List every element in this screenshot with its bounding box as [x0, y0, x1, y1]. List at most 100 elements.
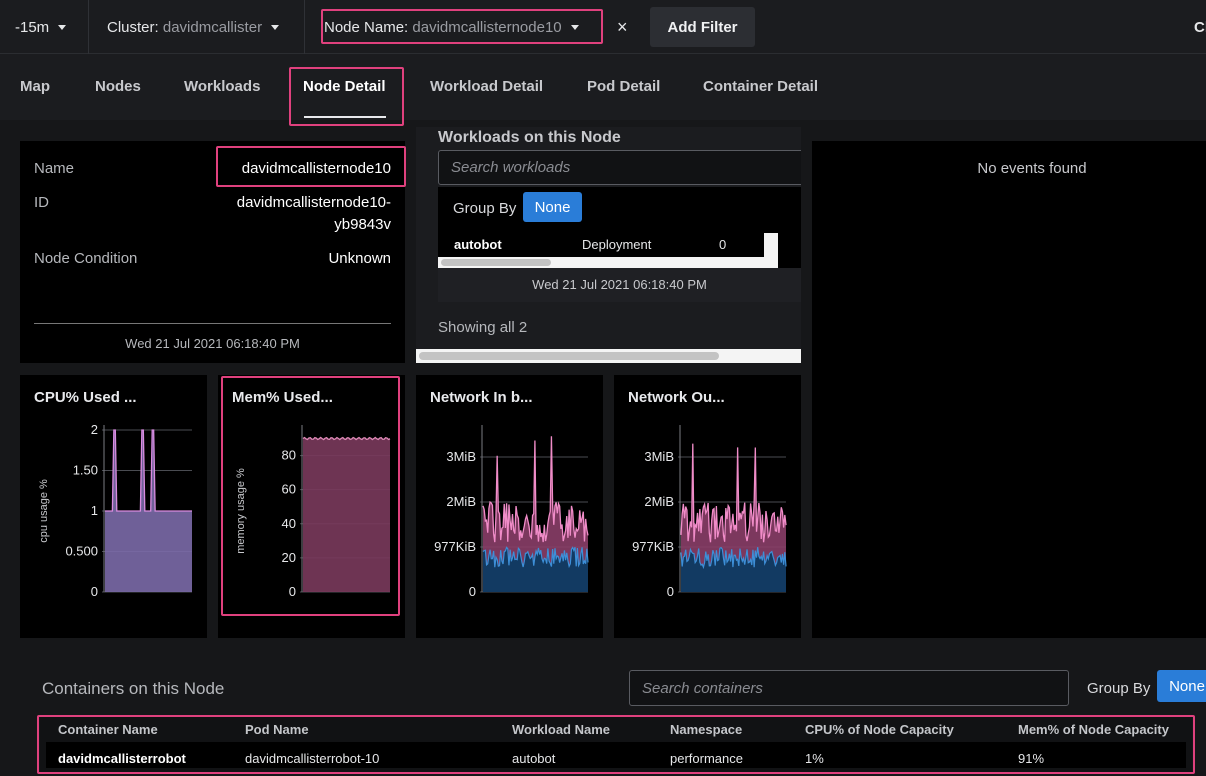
col-pod-name[interactable]: Pod Name — [245, 722, 309, 737]
tab-workloads[interactable]: Workloads — [184, 78, 261, 95]
truncated-header-text: Cl — [1194, 18, 1206, 36]
id-key: ID — [34, 194, 49, 211]
chevron-down-icon — [570, 24, 579, 30]
tick-label: 0 — [667, 584, 674, 599]
tab-workload-detail[interactable]: Workload Detail — [430, 78, 544, 95]
workloads-footer: Wed 21 Jul 2021 06:18:40 PM — [438, 268, 801, 302]
col-container-name[interactable]: Container Name — [58, 722, 158, 737]
y-axis-label: cpu usage % — [38, 479, 50, 543]
series-area — [681, 443, 786, 592]
containers-group-by-button[interactable]: None — [1157, 670, 1206, 702]
series2-line — [482, 546, 589, 569]
chart-svg: 80 60 40 20 0 memory usage % — [235, 425, 391, 599]
group-by-none-button[interactable]: None — [523, 192, 582, 222]
tick-label: 2 — [91, 422, 98, 437]
clear-filter-button[interactable]: × — [617, 16, 628, 37]
tick-label: 1 — [91, 503, 98, 518]
tick-label: 60 — [282, 482, 296, 497]
table-row[interactable]: davidmcallisterrobot davidmcallisterrobo… — [46, 742, 1186, 768]
series-line — [482, 436, 589, 543]
chevron-down-icon — [58, 24, 67, 30]
series-line — [105, 429, 192, 512]
panel-scrollbar-thumb[interactable] — [419, 352, 719, 360]
tick-label: 1.50 — [73, 463, 98, 478]
cpu-capacity-cell: 1% — [805, 751, 824, 766]
workloads-title: Workloads on this Node — [438, 129, 621, 146]
events-panel: No events found — [812, 141, 1206, 638]
cluster-filter-value: davidmcallister — [162, 18, 263, 36]
scrollbar-thumb[interactable] — [441, 259, 551, 266]
add-filter-button[interactable]: Add Filter — [650, 7, 755, 47]
tick-label: 40 — [282, 516, 296, 531]
containers-group-by-label: Group By — [1087, 680, 1151, 697]
tab-map[interactable]: Map — [20, 78, 50, 95]
network-out-chart: Network Ou... 3MiB 2MiB 977KiB 0 — [614, 375, 801, 638]
tab-node-detail[interactable]: Node Detail — [303, 78, 386, 95]
tab-bar: Map Nodes Workloads Node Detail Workload… — [0, 54, 1206, 120]
series2-area — [483, 547, 588, 592]
memory-usage-chart: Mem% Used... 80 60 40 20 0 memory usage % — [218, 375, 405, 638]
tick-label: 20 — [282, 550, 296, 565]
cluster-filter[interactable]: Cluster: davidmcallister — [107, 0, 280, 54]
tick-label: 0 — [469, 584, 476, 599]
tab-container-detail[interactable]: Container Detail — [703, 78, 819, 95]
containers-table: Container Name Pod Name Workload Name Na… — [40, 716, 1192, 772]
workload-name-cell: autobot — [512, 751, 556, 766]
horizontal-scrollbar[interactable] — [438, 257, 778, 268]
time-range-value: -15m — [15, 18, 50, 36]
vertical-scrollbar[interactable] — [764, 233, 778, 268]
tick-label: 3MiB — [644, 449, 674, 464]
pod-name-cell: davidmcallisterrobot-10 — [245, 751, 380, 766]
search-workloads-input[interactable]: Search workloads — [438, 150, 801, 185]
col-cpu-capacity[interactable]: CPU% of Node Capacity — [805, 722, 954, 737]
col-mem-capacity[interactable]: Mem% of Node Capacity — [1018, 722, 1169, 737]
col-workload-name[interactable]: Workload Name — [512, 722, 611, 737]
y-axis-label: memory usage % — [235, 468, 247, 554]
active-tab-underline — [304, 116, 386, 118]
containers-title: Containers on this Node — [42, 679, 225, 698]
tick-label: 0 — [289, 584, 296, 599]
search-containers-input[interactable]: Search containers — [629, 670, 1069, 706]
chart-title: Network In b... — [430, 389, 533, 406]
chart-title: Network Ou... — [628, 389, 725, 406]
node-name-filter[interactable]: Node Name: davidmcallisternode10 — [324, 0, 579, 54]
workloads-table-area: Group By None autobot Deployment 0 Wed 2… — [438, 187, 801, 302]
divider — [34, 323, 391, 324]
container-name-cell: davidmcallisterrobot — [58, 751, 186, 766]
chart-svg: 3MiB 2MiB 977KiB 0 — [632, 425, 787, 599]
id-value-line2: yb9843v — [334, 216, 391, 233]
series-line — [302, 436, 391, 441]
chart-svg: 3MiB 2MiB 977KiB 0 — [434, 425, 589, 599]
node-filter-label: Node Name: — [324, 18, 409, 36]
tick-label: 3MiB — [446, 449, 476, 464]
time-range-dropdown[interactable]: -15m — [15, 0, 67, 54]
tick-label: 0 — [91, 584, 98, 599]
node-condition-value: Unknown — [328, 250, 391, 267]
showing-count: Showing all 2 — [438, 319, 528, 336]
tab-pod-detail[interactable]: Pod Detail — [587, 78, 661, 95]
node-condition-key: Node Condition — [34, 250, 138, 267]
cluster-filter-label: Cluster: — [107, 18, 159, 36]
tick-label: 80 — [282, 448, 296, 463]
name-value: davidmcallisternode10 — [241, 160, 391, 177]
no-events-text: No events found — [977, 160, 1087, 177]
namespace-cell: performance — [670, 751, 743, 766]
workloads-timestamp: Wed 21 Jul 2021 06:18:40 PM — [532, 277, 707, 292]
mem-capacity-cell: 91% — [1018, 751, 1045, 766]
col-namespace[interactable]: Namespace — [670, 722, 743, 737]
node-filter-value: davidmcallisternode10 — [412, 18, 562, 36]
series2-line — [680, 546, 787, 570]
node-info-panel: Name davidmcallisternode10 ID davidmcall… — [20, 141, 405, 363]
workload-name: autobot — [454, 237, 502, 252]
tick-label: 0.500 — [65, 544, 98, 559]
name-key: Name — [34, 160, 75, 177]
workloads-panel: Workloads on this Node Search workloads … — [416, 127, 801, 363]
chart-title: CPU% Used ... — [34, 389, 137, 406]
chevron-down-icon — [271, 24, 280, 30]
series-line — [680, 443, 787, 543]
tick-label: 2MiB — [644, 494, 674, 509]
group-by-label: Group By — [453, 200, 517, 217]
node-info-timestamp: Wed 21 Jul 2021 06:18:40 PM — [125, 336, 300, 351]
workload-count: 0 — [719, 237, 727, 252]
tab-nodes[interactable]: Nodes — [95, 78, 141, 95]
